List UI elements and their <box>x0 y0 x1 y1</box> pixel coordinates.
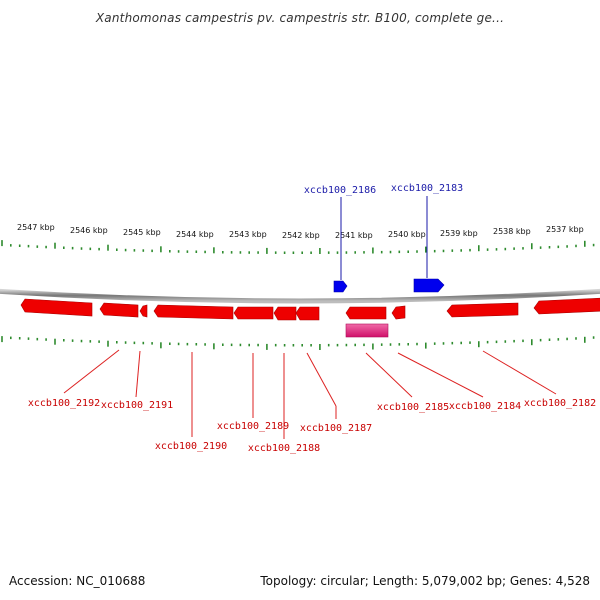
gene-label-xccb100-2186[interactable]: xccb100_2186 <box>304 185 376 196</box>
scale-label: 2546 kbp <box>70 226 108 235</box>
gene-label-xccb100-2188[interactable]: xccb100_2188 <box>248 443 320 454</box>
reverse-gene[interactable] <box>446 302 519 318</box>
reverse-gene[interactable] <box>20 298 93 317</box>
scale-label: 2544 kbp <box>176 230 214 239</box>
gene-label-xccb100-2182[interactable]: xccb100_2182 <box>524 398 596 409</box>
reverse-gene-callouts <box>63 349 557 439</box>
reverse-gene[interactable] <box>233 306 274 320</box>
scale-labels: 2547 kbp 2546 kbp 2545 kbp 2544 kbp 2543… <box>17 223 584 240</box>
gene-label-xccb100-2191[interactable]: xccb100_2191 <box>101 400 173 411</box>
callout-line <box>135 350 141 398</box>
gene-label-xccb100-2192[interactable]: xccb100_2192 <box>28 398 100 409</box>
callout-line <box>482 350 557 395</box>
gene-label-xccb100-2185[interactable]: xccb100_2185 <box>377 402 449 413</box>
gene-label-xccb100-2183[interactable]: xccb100_2183 <box>391 183 463 194</box>
callout-line <box>365 352 413 398</box>
forward-genes <box>333 278 445 293</box>
rna-feature[interactable] <box>345 323 389 338</box>
scale-label: 2539 kbp <box>440 229 478 238</box>
scale-label: 2540 kbp <box>388 230 426 239</box>
forward-gene-callouts: xccb100_2186 xccb100_2183 <box>304 183 463 280</box>
forward-gene-xccb100-2186[interactable] <box>333 280 348 293</box>
accession-text: Accession: NC_010688 <box>9 574 146 588</box>
scale-label: 2537 kbp <box>546 225 584 234</box>
reverse-gene[interactable] <box>139 304 148 318</box>
inner-tick-track <box>1 336 595 350</box>
reverse-gene-labels: xccb100_2192 xccb100_2191 xccb100_2190 x… <box>28 398 596 454</box>
outer-tick-track <box>1 240 595 254</box>
reverse-gene[interactable] <box>99 302 139 318</box>
reverse-gene[interactable] <box>153 304 234 320</box>
page-title: Xanthomonas campestris pv. campestris st… <box>95 11 505 25</box>
gene-label-xccb100-2189[interactable]: xccb100_2189 <box>217 421 289 432</box>
callout-line <box>306 352 337 407</box>
gene-label-xccb100-2190[interactable]: xccb100_2190 <box>155 441 227 452</box>
reverse-gene[interactable] <box>295 306 320 321</box>
scale-label: 2543 kbp <box>229 230 267 239</box>
forward-gene-xccb100-2183[interactable] <box>413 278 445 293</box>
reverse-gene[interactable] <box>391 305 406 320</box>
scale-label: 2542 kbp <box>282 231 320 240</box>
gene-label-xccb100-2184[interactable]: xccb100_2184 <box>449 401 521 412</box>
reverse-genes <box>20 297 600 321</box>
callout-line <box>63 349 120 394</box>
scale-label: 2547 kbp <box>17 223 55 232</box>
reverse-gene[interactable] <box>273 306 297 321</box>
callout-line <box>397 352 484 398</box>
scale-label: 2545 kbp <box>123 228 161 237</box>
genome-backbone <box>0 288 600 304</box>
gene-label-xccb100-2187[interactable]: xccb100_2187 <box>300 423 372 434</box>
reverse-gene[interactable] <box>533 297 600 315</box>
scale-label: 2538 kbp <box>493 227 531 236</box>
reverse-gene[interactable] <box>345 306 387 320</box>
topology-text: Topology: circular; Length: 5,079,002 bp… <box>260 574 590 588</box>
scale-label: 2541 kbp <box>335 231 373 240</box>
